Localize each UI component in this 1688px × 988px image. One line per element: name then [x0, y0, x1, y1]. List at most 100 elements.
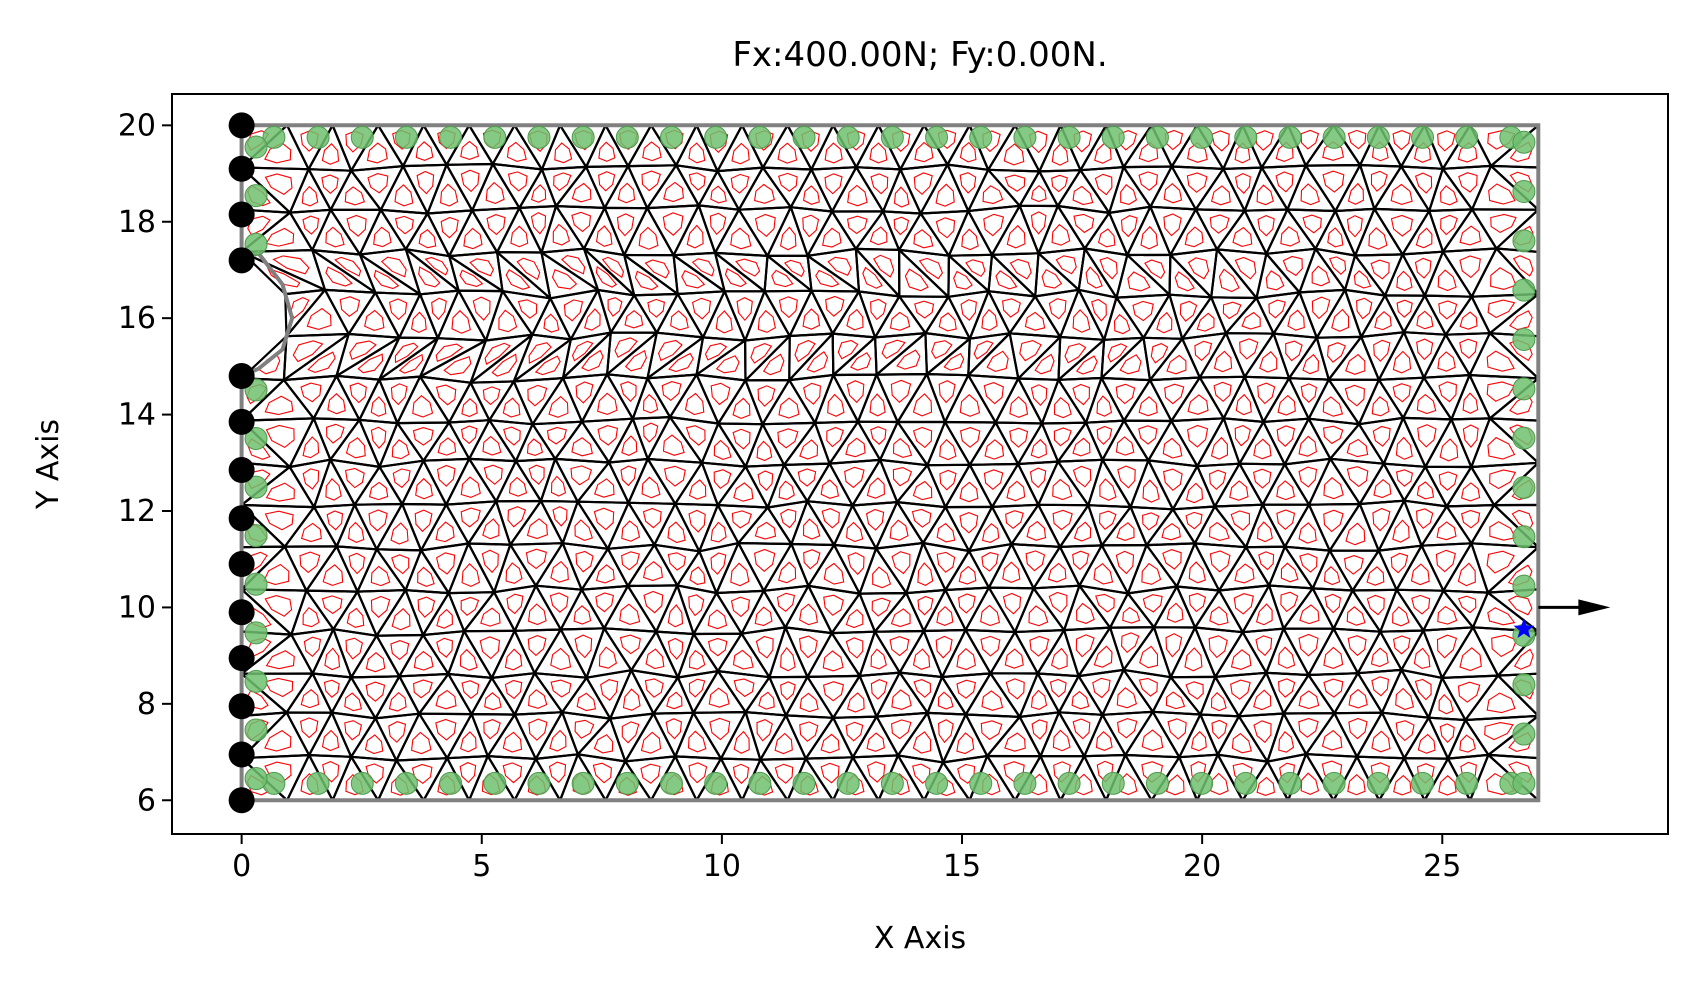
dual-cell	[1002, 561, 1021, 583]
dual-cell	[1052, 729, 1071, 752]
dual-cell	[762, 353, 785, 376]
support-node	[228, 457, 255, 484]
dual-cell	[575, 381, 594, 404]
dual-cell	[561, 255, 586, 275]
dual-cell	[390, 383, 408, 406]
chart-title: Fx:400.00N; Fy:0.00N.	[732, 35, 1107, 75]
dual-cell	[1165, 691, 1186, 710]
dual-cell	[299, 551, 321, 574]
dual-cell	[321, 143, 340, 165]
dual-cell	[881, 339, 906, 360]
support-node	[228, 505, 255, 532]
dual-cell	[525, 548, 547, 570]
dual-cell	[484, 692, 502, 711]
dual-cell	[1210, 436, 1229, 460]
dual-cell	[507, 171, 528, 192]
dual-cell	[1142, 479, 1160, 503]
dual-cell	[1458, 172, 1478, 193]
dual-cell	[1141, 729, 1164, 752]
dual-cell	[777, 142, 798, 164]
boundary-node	[1366, 771, 1390, 795]
dual-cell	[756, 718, 773, 742]
dual-cell	[1241, 311, 1261, 330]
dual-cell	[1122, 606, 1141, 624]
dual-cell	[844, 466, 865, 489]
dual-cell	[486, 214, 506, 236]
dual-cell	[1064, 343, 1087, 364]
dual-cell	[1052, 509, 1073, 531]
dual-cell	[827, 256, 852, 277]
dual-cell	[713, 439, 732, 460]
dual-cell	[736, 296, 753, 322]
dual-cell	[1234, 172, 1251, 195]
dual-cell	[684, 392, 705, 416]
dual-cell	[691, 297, 711, 320]
dual-cell	[1051, 223, 1071, 246]
dual-cell	[889, 311, 911, 331]
dual-cell	[1188, 592, 1207, 613]
dual-cell	[597, 392, 618, 415]
dual-cell	[481, 549, 499, 574]
dual-cell	[373, 269, 400, 290]
boundary-node	[1512, 229, 1536, 253]
dual-cell	[640, 763, 661, 784]
dual-cell	[1187, 257, 1210, 280]
dual-cell	[850, 352, 872, 371]
dual-cell	[1490, 213, 1517, 234]
dual-cell	[866, 477, 885, 499]
boundary-node	[1190, 125, 1214, 149]
dual-cell	[1127, 271, 1151, 292]
boundary-node	[1234, 771, 1258, 795]
dual-cell	[1184, 226, 1204, 248]
dual-cell	[459, 269, 484, 287]
dual-cell	[1184, 647, 1203, 672]
dual-cell	[1353, 270, 1372, 289]
dual-cell	[1009, 427, 1029, 448]
dual-cell	[1395, 469, 1414, 487]
dual-cell	[893, 186, 910, 208]
dual-cell	[571, 211, 591, 233]
dual-cell	[306, 307, 332, 330]
dual-cell	[581, 349, 604, 372]
dual-cell	[431, 297, 447, 321]
boundary-node	[244, 427, 268, 451]
dual-cell	[756, 440, 773, 462]
dual-cell	[1417, 733, 1436, 754]
dual-cell	[778, 296, 798, 319]
dual-cell	[1120, 184, 1138, 205]
dual-cell	[1459, 255, 1481, 279]
dual-cell	[394, 215, 414, 235]
dual-cell	[1256, 521, 1273, 543]
dual-cell	[552, 506, 568, 527]
boundary-node	[1411, 125, 1435, 149]
support-node	[228, 247, 255, 274]
dual-cell	[1139, 645, 1159, 669]
dual-cell	[778, 480, 795, 500]
plot-area	[228, 112, 1611, 814]
dual-cell	[1119, 354, 1142, 375]
dual-cell	[598, 646, 618, 669]
dual-cell	[688, 762, 708, 784]
dual-cell	[1414, 172, 1433, 194]
dual-cell	[326, 423, 345, 444]
dual-cell	[551, 268, 578, 290]
dual-cell	[733, 482, 754, 502]
dual-cell	[892, 467, 913, 487]
boundary-node	[306, 125, 330, 149]
dual-cell	[1440, 185, 1458, 206]
dual-cell	[758, 691, 775, 710]
dual-cell	[1096, 395, 1113, 417]
dual-cell	[325, 477, 342, 501]
dual-cell	[1345, 522, 1366, 546]
dual-cell	[870, 426, 887, 445]
dual-cell	[550, 647, 572, 671]
dual-cell	[1509, 310, 1533, 331]
dual-cell	[418, 266, 441, 288]
x-tick-label: 10	[703, 849, 741, 884]
dual-cell	[460, 425, 478, 445]
dual-cell	[548, 761, 567, 783]
plot-frame	[171, 93, 1669, 835]
dual-cell	[1347, 635, 1367, 657]
support-node	[228, 363, 255, 390]
